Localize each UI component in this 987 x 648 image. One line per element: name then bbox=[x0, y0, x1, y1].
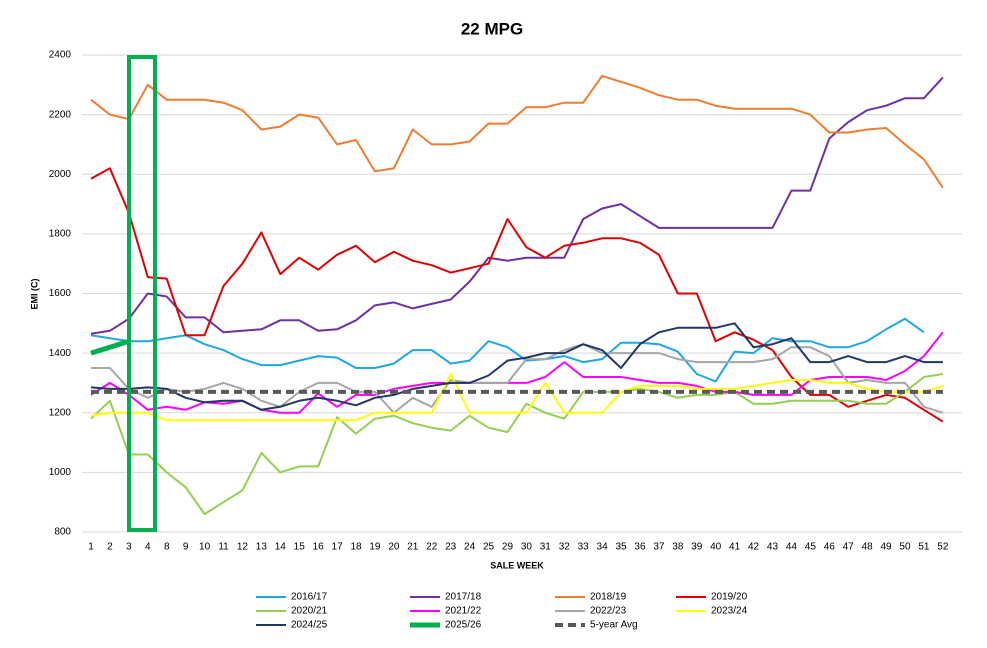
highlight-box bbox=[127, 55, 157, 532]
y-tick-label: 1200 bbox=[49, 407, 72, 418]
plot-lines bbox=[90, 74, 944, 516]
x-tick-label: 50 bbox=[899, 542, 911, 553]
x-tick-label: 33 bbox=[578, 542, 590, 553]
series-line bbox=[90, 373, 944, 516]
legend-label: 5-year Avg bbox=[590, 620, 638, 631]
legend-label: 2023/24 bbox=[711, 606, 748, 617]
legend-label: 2022/23 bbox=[590, 606, 627, 617]
y-tick-label: 800 bbox=[54, 527, 71, 538]
legend-label: 2018/19 bbox=[590, 592, 627, 603]
x-tick-label: 43 bbox=[767, 542, 779, 553]
series-line bbox=[90, 322, 943, 411]
x-tick-label: 18 bbox=[350, 542, 362, 553]
x-tick-label: 46 bbox=[824, 542, 836, 553]
x-tick-label: 24 bbox=[464, 542, 476, 553]
x-tick-label: 10 bbox=[199, 542, 211, 553]
x-tick-label: 15 bbox=[294, 542, 306, 553]
legend-label: 2016/17 bbox=[291, 592, 328, 603]
x-tick-label: 35 bbox=[615, 542, 627, 553]
x-tick-label: 9 bbox=[183, 542, 189, 553]
x-tick-label: 17 bbox=[332, 542, 344, 553]
x-tick-label: 16 bbox=[313, 542, 325, 553]
series-line bbox=[90, 167, 944, 423]
x-tick-label: 30 bbox=[521, 542, 533, 553]
x-tick-label: 13 bbox=[256, 542, 268, 553]
x-tick-label: 21 bbox=[407, 542, 419, 553]
y-tick-label: 2200 bbox=[49, 109, 72, 120]
x-tick-label: 52 bbox=[937, 542, 949, 553]
x-tick-label: 40 bbox=[710, 542, 722, 553]
x-tick-label: 12 bbox=[237, 542, 249, 553]
y-tick-label: 1600 bbox=[49, 288, 72, 299]
y-tick-label: 1000 bbox=[49, 467, 72, 478]
chart-title: 22 MPG bbox=[461, 19, 523, 38]
legend-label: 2021/22 bbox=[445, 606, 482, 617]
x-tick-label: 25 bbox=[483, 542, 495, 553]
y-tick-label: 1400 bbox=[49, 348, 72, 359]
x-tick-label: 31 bbox=[540, 542, 552, 553]
y-tick-label: 2000 bbox=[49, 169, 72, 180]
series-line bbox=[90, 338, 130, 356]
legend-label: 2019/20 bbox=[711, 592, 748, 603]
x-tick-label: 29 bbox=[502, 542, 514, 553]
legend-label: 2025/26 bbox=[445, 620, 482, 631]
x-tick-label: 47 bbox=[843, 542, 855, 553]
x-tick-label: 36 bbox=[634, 542, 646, 553]
x-tick-label: 23 bbox=[445, 542, 457, 553]
x-tick-label: 45 bbox=[805, 542, 817, 553]
x-tick-label: 22 bbox=[426, 542, 438, 553]
x-tick-label: 11 bbox=[218, 542, 229, 553]
x-tick-label: 4 bbox=[145, 542, 151, 553]
y-tick-label: 2400 bbox=[49, 50, 72, 61]
series-line bbox=[91, 343, 944, 414]
legend-label: 2024/25 bbox=[291, 620, 328, 631]
x-tick-label: 8 bbox=[164, 542, 170, 553]
x-tick-label: 34 bbox=[597, 542, 609, 553]
legend-label: 2017/18 bbox=[445, 592, 482, 603]
y-tick-label: 1800 bbox=[49, 229, 72, 240]
x-tick-label: 37 bbox=[653, 542, 665, 553]
series-line bbox=[90, 331, 944, 414]
legend: 2016/17 2017/18 2018/19 2019/20 2020/21 2021/… bbox=[256, 592, 748, 631]
x-tick-label: 19 bbox=[369, 542, 381, 553]
series-line bbox=[90, 373, 944, 422]
series-line bbox=[90, 74, 944, 189]
legend-label: 2020/21 bbox=[291, 606, 328, 617]
x-tick-label: 48 bbox=[862, 542, 874, 553]
x-tick-label: 39 bbox=[691, 542, 703, 553]
x-tick-label: 49 bbox=[880, 542, 892, 553]
x-tick-label: 2 bbox=[107, 542, 113, 553]
x-tick-label: 42 bbox=[748, 542, 760, 553]
x-axis-title: SALE WEEK bbox=[490, 560, 544, 570]
x-tick-label: 41 bbox=[729, 542, 741, 553]
x-tick-label: 20 bbox=[388, 542, 400, 553]
x-tick-label: 38 bbox=[672, 542, 684, 553]
series-line bbox=[90, 76, 944, 335]
x-tick-label: 14 bbox=[275, 542, 287, 553]
x-tick-label: 1 bbox=[88, 542, 94, 553]
x-tick-label: 44 bbox=[786, 542, 798, 553]
x-tick-label: 32 bbox=[559, 542, 571, 553]
x-tick-label: 51 bbox=[918, 542, 930, 553]
x-tick-label: 3 bbox=[126, 542, 132, 553]
y-axis-title: EMI (C) bbox=[29, 279, 39, 310]
